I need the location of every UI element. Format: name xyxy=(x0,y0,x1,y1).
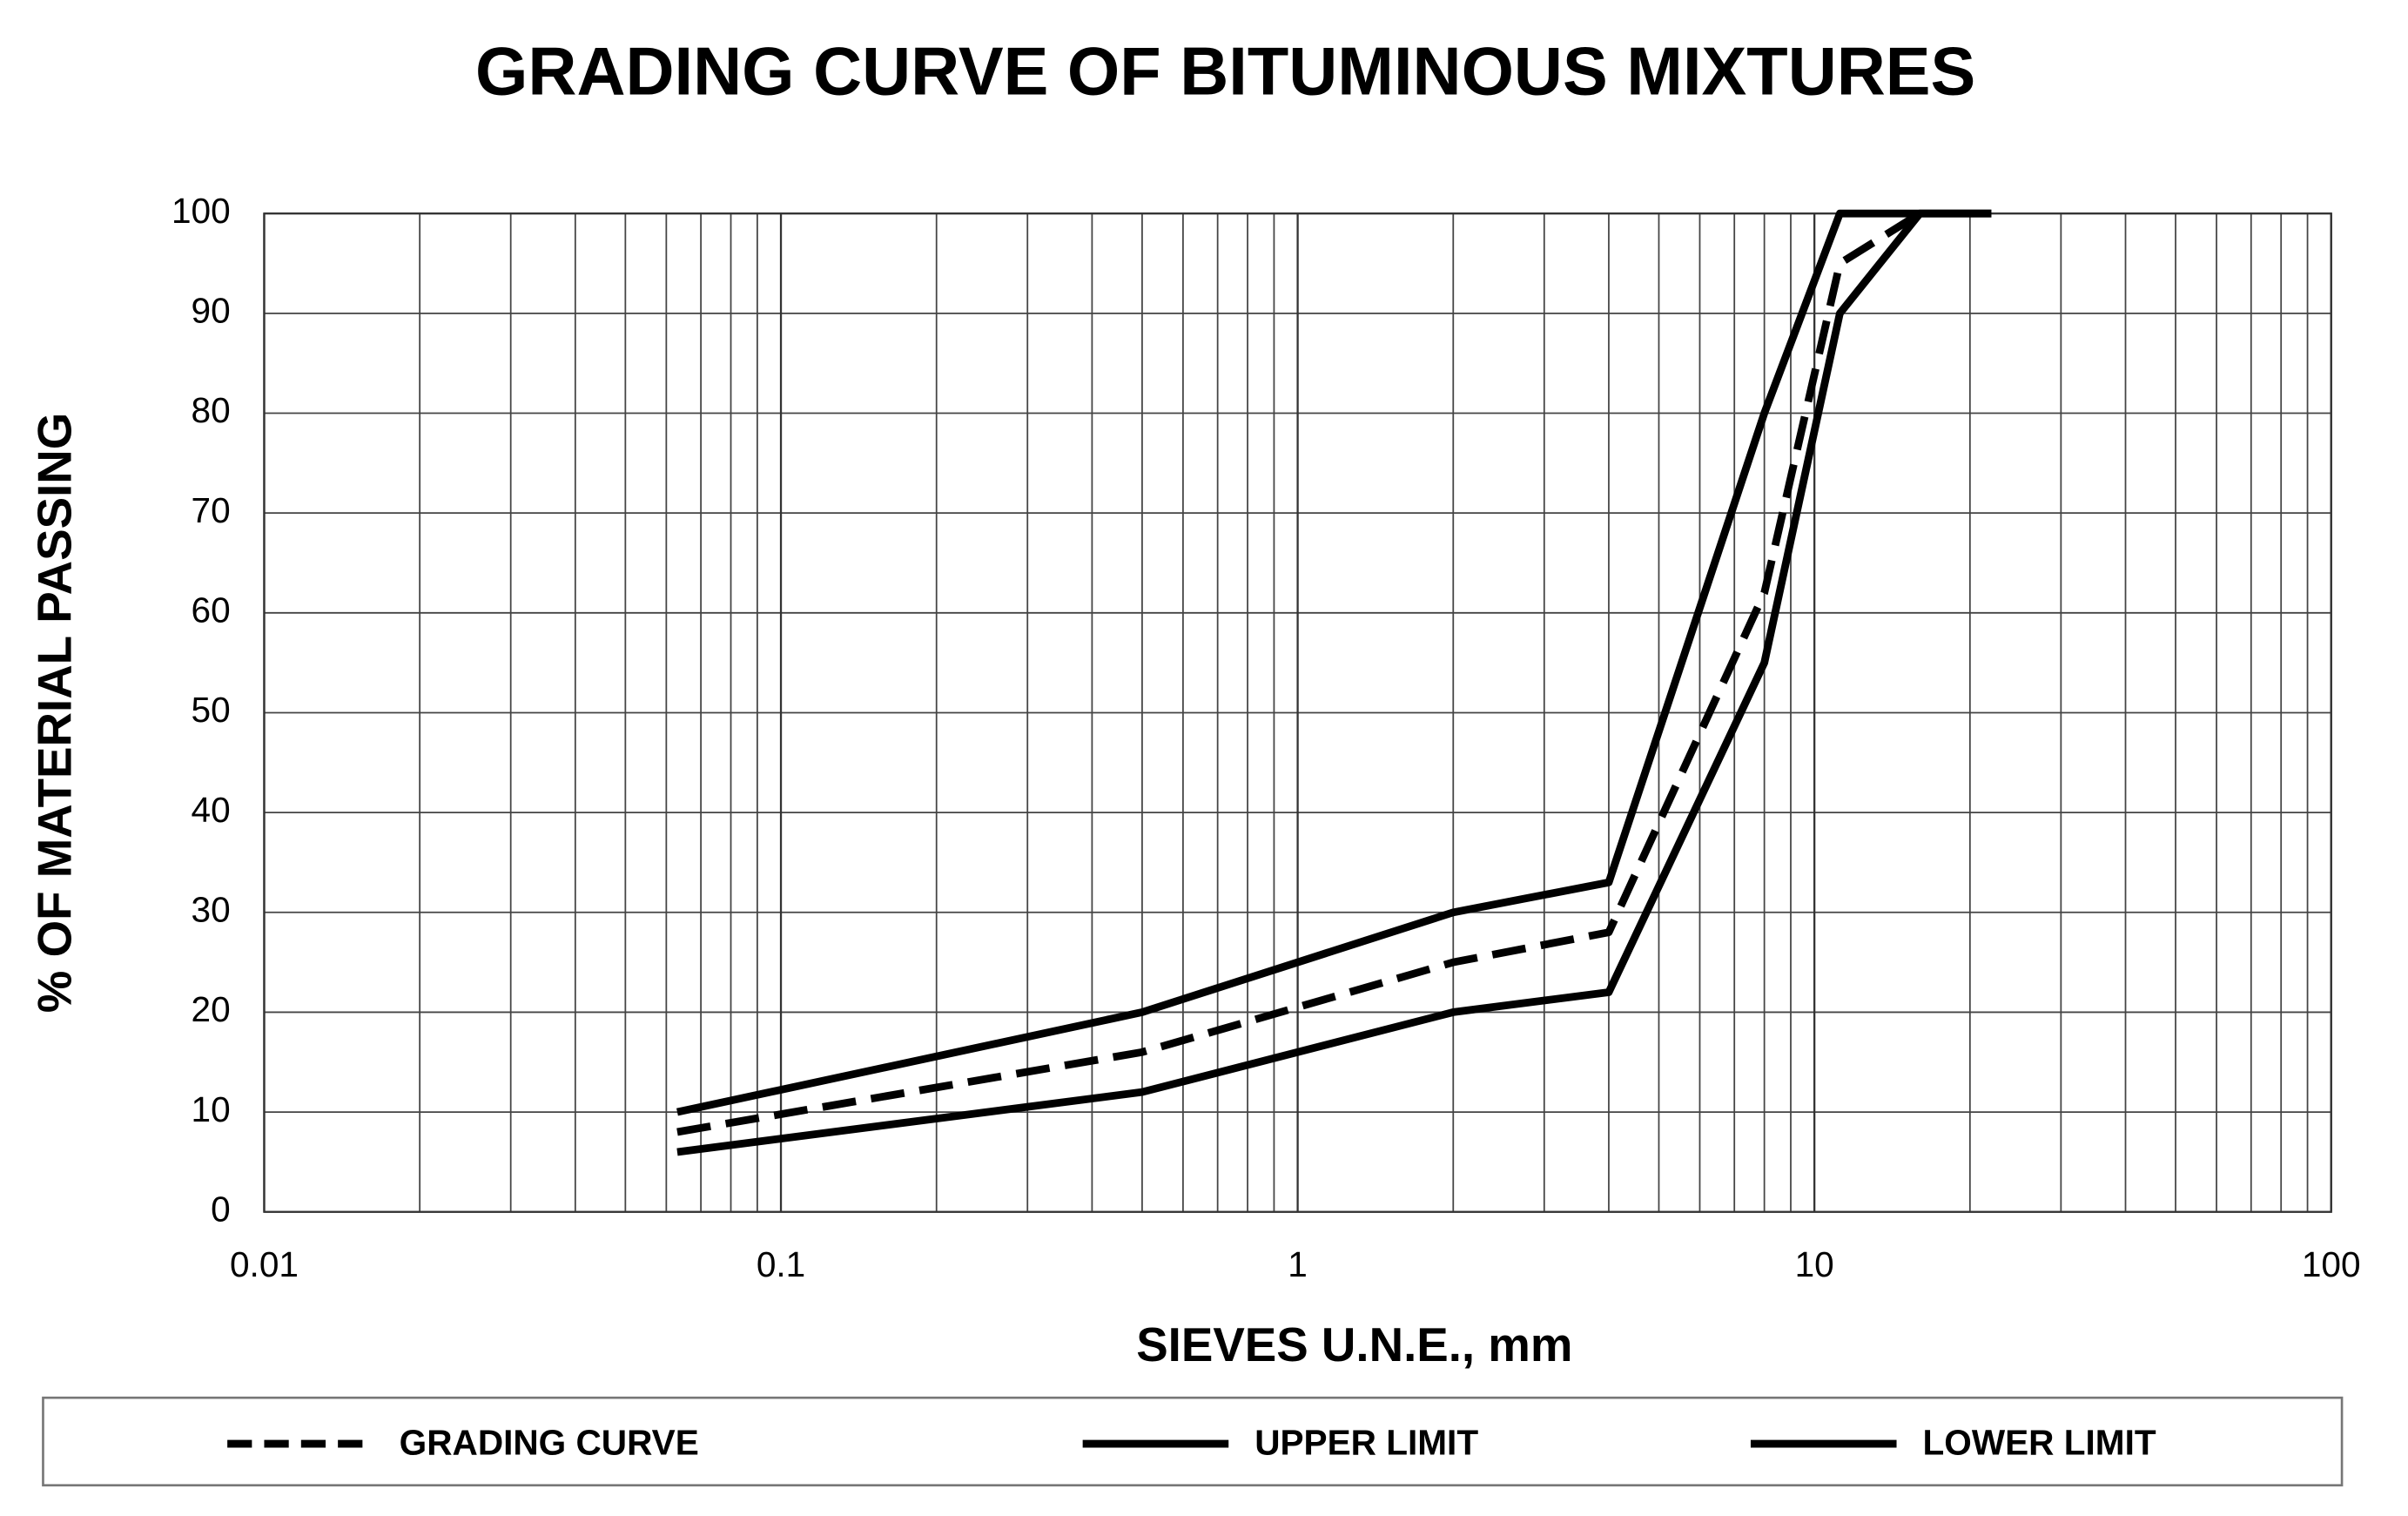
y-tick-label: 0 xyxy=(211,1189,231,1229)
series-line xyxy=(676,209,1992,1116)
legend-label: LOWER LIMIT xyxy=(1923,1423,2156,1463)
y-axis-label: % OF MATERIAL PASSING xyxy=(28,413,82,1014)
y-tick-label: 30 xyxy=(192,889,231,929)
x-tick-label: 10 xyxy=(1795,1244,1834,1284)
x-tick-label: 0.1 xyxy=(757,1244,805,1284)
y-tick-label: 10 xyxy=(192,1089,231,1129)
chart-title: GRADING CURVE OF BITUMINOUS MIXTURES xyxy=(475,35,1975,110)
x-axis-label: SIEVES U.N.E., mm xyxy=(1136,1317,1572,1371)
x-tick-label: 1 xyxy=(1288,1244,1308,1284)
y-tick-label: 50 xyxy=(192,690,231,730)
legend-box xyxy=(42,1396,2344,1487)
y-tick-label: 60 xyxy=(192,590,231,630)
plot-border xyxy=(263,212,2332,1213)
y-tick-label: 40 xyxy=(192,790,231,830)
y-tick-label: 100 xyxy=(172,191,231,231)
series-line xyxy=(676,209,1992,1156)
legend-label: UPPER LIMIT xyxy=(1254,1423,1478,1463)
x-tick-label: 100 xyxy=(2302,1244,2361,1284)
legend-label: GRADING CURVE xyxy=(400,1423,699,1463)
series-line xyxy=(676,210,1922,1136)
y-tick-label: 80 xyxy=(192,390,231,430)
y-tick-label: 20 xyxy=(192,989,231,1029)
y-tick-label: 90 xyxy=(192,291,231,331)
x-tick-label: 0.01 xyxy=(230,1244,299,1284)
y-tick-label: 70 xyxy=(192,490,231,530)
